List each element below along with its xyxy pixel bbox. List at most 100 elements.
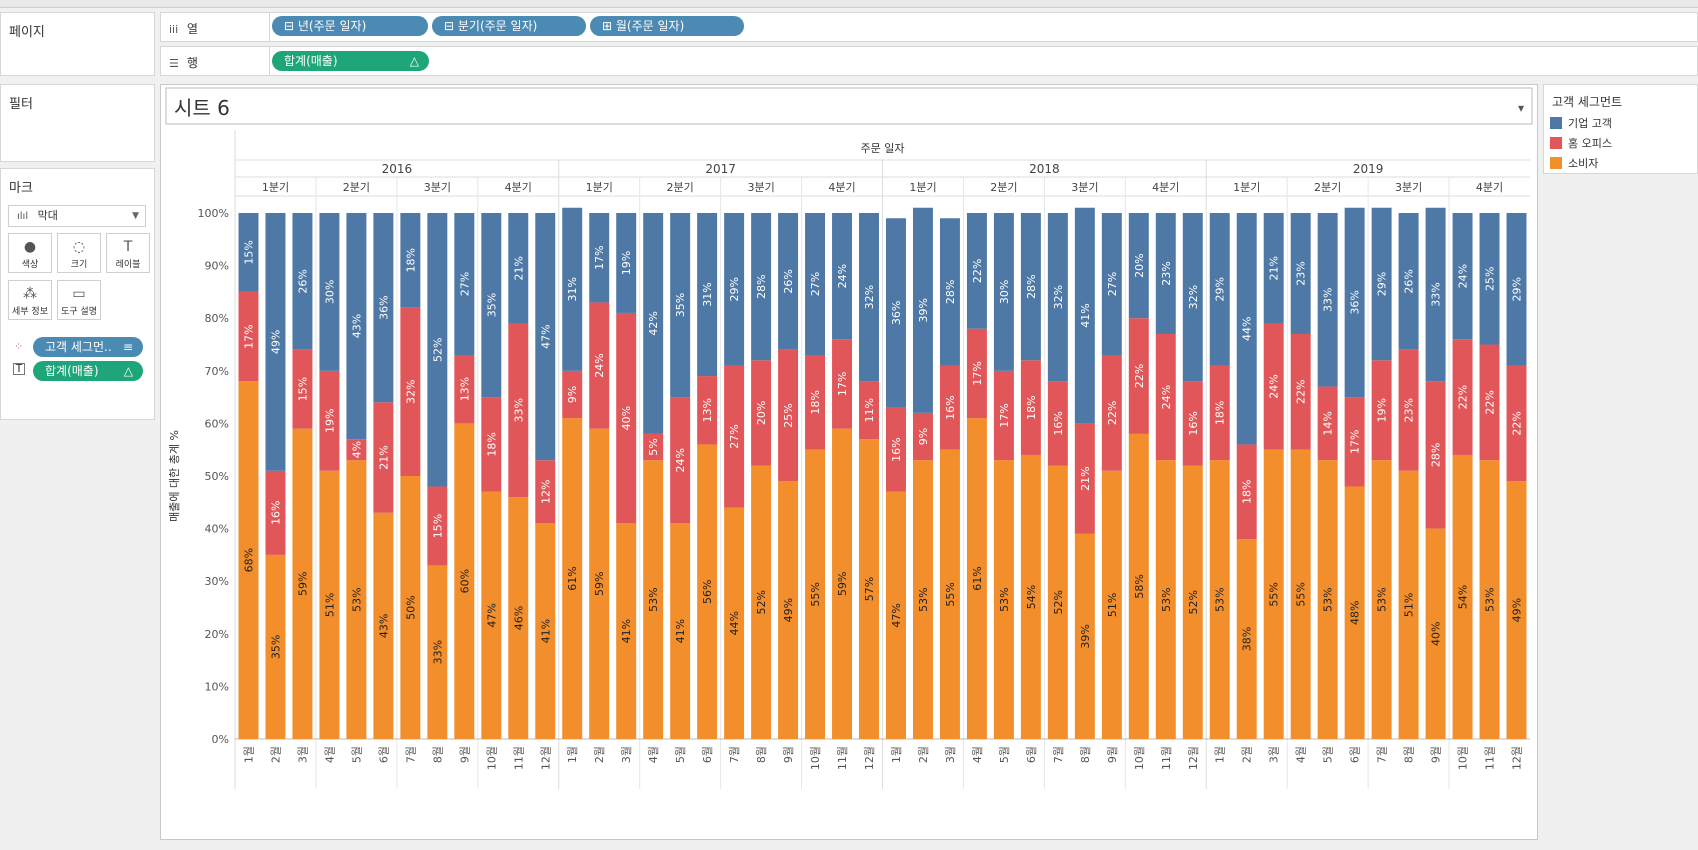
bar-data-label: 68% [242, 548, 255, 572]
month-tick-label: 9월 [458, 746, 471, 763]
bar-data-label: 48% [1349, 601, 1362, 625]
bar-segment [832, 213, 853, 340]
bar-data-label: 32% [1052, 285, 1065, 309]
detail-button-label: 세부 정보 [12, 307, 48, 317]
detail-button[interactable]: ⁂ 세부 정보 [8, 280, 52, 320]
bar-segment [805, 449, 826, 739]
bar-segment [1506, 481, 1527, 739]
segment-pill-label: 고객 세그먼.. [45, 340, 112, 354]
bar-segment [1155, 213, 1176, 334]
bar-segment [454, 355, 475, 424]
bar-data-label: 42% [647, 311, 660, 335]
sales-label-pill[interactable]: 합계(매출) △ [33, 361, 143, 381]
bar-segment [481, 213, 502, 398]
size-button-label: 크기 [70, 260, 88, 270]
month-tick-label: 10월 [809, 746, 822, 770]
bar-data-label: 61% [971, 566, 984, 590]
bar-segment [1074, 533, 1095, 739]
bar-segment [292, 349, 313, 429]
bar-segment [265, 213, 286, 471]
legend-item-home-office[interactable]: 홈 오피스 [1568, 137, 1612, 150]
bar-data-label: 40% [1430, 622, 1443, 646]
bar-segment [778, 481, 799, 739]
month-tick-label: 2월 [269, 746, 282, 763]
bar-data-label: 26% [1403, 269, 1416, 293]
bar-segment [966, 418, 987, 739]
bar-data-label: 18% [404, 248, 417, 272]
bar-data-label: 26% [782, 269, 795, 293]
bar-data-label: 15% [296, 377, 309, 401]
bar-data-label: 17% [836, 372, 849, 396]
bar-data-label: 38% [1241, 627, 1254, 651]
label-button-label: 레이블 [115, 260, 141, 270]
month-tick-label: 3월 [944, 746, 957, 763]
year-header-label: 2018 [1029, 162, 1060, 176]
bar-segment [1047, 213, 1068, 382]
bar-data-label: 17% [1349, 430, 1362, 454]
bar-data-label: 27% [1106, 272, 1119, 296]
bar-segment [562, 418, 583, 739]
bar-data-label: 29% [1214, 277, 1227, 301]
bar-segment [535, 460, 556, 524]
bar-data-label: 41% [674, 619, 687, 643]
bar-segment [535, 213, 556, 461]
bar-data-label: 18% [1241, 480, 1254, 504]
bar-data-label: 16% [1052, 411, 1065, 435]
bar-data-label: 21% [1268, 256, 1281, 280]
y-tick-label: 40% [205, 523, 229, 536]
filters-panel[interactable]: 필터 [0, 84, 155, 162]
bar-data-label: 22% [1457, 385, 1470, 409]
month-tick-label: 4월 [1295, 746, 1308, 763]
bar-segment [886, 407, 906, 492]
month-tick-label: 6월 [701, 746, 714, 763]
month-tick-label: 2월 [1241, 746, 1254, 763]
tooltip-icon: ▭ [72, 286, 86, 302]
quarter-header-label: 1분기 [262, 181, 289, 194]
filters-title: 필터 [9, 97, 33, 112]
legend-item-corporate[interactable]: 기업 고객 [1568, 117, 1612, 130]
sales-row-pill[interactable]: 합계(매출) △ [272, 51, 429, 71]
bar-segment [670, 213, 691, 398]
year-column-pill[interactable]: ⊟ 년(주문 일자) [272, 16, 428, 36]
quarter-column-pill[interactable]: ⊟ 분기(주문 일자) [432, 16, 586, 36]
dropdown-chevron-icon: ▾ [1518, 101, 1524, 115]
quarter-header-label: 1분기 [909, 181, 936, 194]
mark-type-dropdown[interactable]: ılıl 막대 ▼ [8, 205, 146, 227]
detail-icon: ⁂ [23, 286, 37, 302]
bar-data-label: 55% [944, 582, 957, 606]
month-tick-label: 7월 [1376, 746, 1389, 763]
bar-data-label: 59% [296, 572, 309, 596]
month-tick-label: 3월 [1268, 746, 1281, 763]
bar-data-label: 47% [539, 324, 552, 348]
bar-segment [616, 213, 637, 313]
bar-segment [265, 470, 286, 555]
bar-data-label: 36% [890, 301, 903, 325]
size-button[interactable]: ◌ 크기 [57, 233, 101, 273]
segment-color-pill[interactable]: 고객 세그먼.. ≡ [33, 337, 143, 357]
bar-data-label: 19% [1376, 398, 1389, 422]
month-tick-label: 2월 [917, 746, 930, 763]
quarter-header-label: 4분기 [1152, 181, 1179, 194]
legend-item-consumer[interactable]: 소비자 [1568, 157, 1599, 170]
bar-segment [1290, 449, 1311, 739]
bar-data-label: 17% [998, 403, 1011, 427]
sheet-title: 시트 6 [174, 96, 230, 120]
tooltip-button[interactable]: ▭ 도구 설명 [57, 280, 101, 320]
pages-panel[interactable]: 페이지 [0, 12, 155, 76]
bar-data-label: 49% [782, 598, 795, 622]
bar-data-label: 13% [458, 377, 471, 401]
month-tick-label: 10월 [1133, 746, 1146, 770]
label-button[interactable]: T 레이블 [106, 233, 150, 273]
bar-data-label: 30% [998, 280, 1011, 304]
bar-data-label: 32% [863, 285, 876, 309]
month-column-pill[interactable]: ⊞ 월(주문 일자) [590, 16, 744, 36]
bar-segment [1074, 207, 1095, 424]
text-label-icon: T [123, 239, 133, 255]
bar-segment [1182, 465, 1203, 739]
rows-label: 행 [186, 56, 198, 70]
bar-data-label: 25% [782, 403, 795, 427]
color-button[interactable]: ● 색상 [8, 233, 52, 273]
year-header-label: 2019 [1353, 162, 1384, 176]
bar-data-label: 52% [1052, 590, 1065, 614]
bar-segment [400, 307, 421, 476]
